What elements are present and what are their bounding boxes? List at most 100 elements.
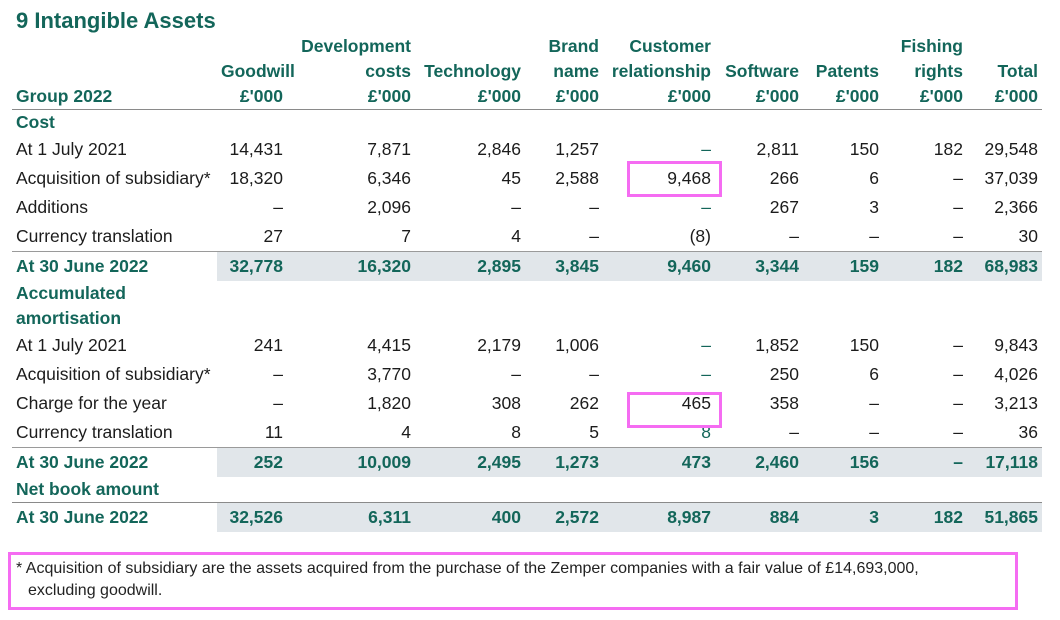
cell: 3,770 xyxy=(367,364,411,384)
table-row: At 1 July 2021 14,431 7,871 2,846 1,257 … xyxy=(12,135,1042,164)
cell: 4 xyxy=(415,222,525,252)
col-header: Fishing rights £'000 xyxy=(900,36,963,106)
cell: 241 xyxy=(253,335,283,355)
section-amortisation: Accumulated amortisation xyxy=(12,281,1042,331)
cell: 150 xyxy=(849,139,879,159)
section-label: Accumulated amortisation xyxy=(16,283,126,328)
cell: 7 xyxy=(287,222,415,252)
row-label: Charge for the year xyxy=(16,393,167,413)
total-row-cost: At 30 June 2022 32,778 16,320 2,895 3,84… xyxy=(12,251,1042,281)
cell: – xyxy=(701,335,711,355)
cell: 7,871 xyxy=(367,139,411,159)
cell: – xyxy=(953,393,963,413)
cell: 4,026 xyxy=(994,364,1038,384)
cell: 8 xyxy=(603,418,715,448)
cell: 6,346 xyxy=(367,168,411,188)
cell: 6 xyxy=(869,364,879,384)
cell: 51,865 xyxy=(967,502,1042,532)
cell: 156 xyxy=(803,447,883,477)
cell: 3 xyxy=(803,502,883,532)
cell: 9,843 xyxy=(994,335,1038,355)
cell: – xyxy=(701,197,711,217)
cell: – xyxy=(803,222,883,252)
cell: 2,096 xyxy=(367,197,411,217)
cell: – xyxy=(883,418,967,448)
cell: – xyxy=(803,418,883,448)
cell: 473 xyxy=(603,447,715,477)
cell: 182 xyxy=(933,139,963,159)
cell: 1,852 xyxy=(755,335,799,355)
col-header: Goodwill £'000 xyxy=(221,61,295,106)
highlighted-cell: 9,468 xyxy=(667,168,711,188)
cell: – xyxy=(511,364,521,384)
cell: – xyxy=(511,197,521,217)
cell: – xyxy=(589,364,599,384)
cell: – xyxy=(701,364,711,384)
cell: 2,588 xyxy=(555,168,599,188)
cell: (8) xyxy=(603,222,715,252)
cell: 2,846 xyxy=(477,139,521,159)
footnote: * Acquisition of subsidiary are the asse… xyxy=(16,558,1006,602)
cell: 308 xyxy=(491,393,521,413)
cell: 150 xyxy=(849,335,879,355)
cell: 5 xyxy=(525,418,603,448)
section-label: Cost xyxy=(16,112,55,132)
cell: 2,495 xyxy=(415,447,525,477)
table-row: At 1 July 2021 241 4,415 2,179 1,006 – 1… xyxy=(12,331,1042,360)
table-row: Acquisition of subsidiary* – 3,770 – – –… xyxy=(12,360,1042,389)
col-header: Brand name £'000 xyxy=(548,36,599,106)
highlight-box-customer-charge xyxy=(627,392,722,428)
intangible-assets-table: Group 2022 Goodwill £'000 Development cost… xyxy=(12,34,1042,532)
col-header: Software £'000 xyxy=(725,61,799,106)
cell: 32,778 xyxy=(217,251,287,281)
table-row: Charge for the year – 1,820 308 262 465 … xyxy=(12,389,1042,418)
cell: 262 xyxy=(569,393,599,413)
cell: – xyxy=(953,364,963,384)
cell: 18,320 xyxy=(229,168,283,188)
section-cost: Cost xyxy=(12,110,1042,136)
highlight-box-footnote xyxy=(8,552,1018,610)
col-header: Development costs £'000 xyxy=(301,36,411,106)
cell: 10,009 xyxy=(287,447,415,477)
cell: 2,895 xyxy=(415,251,525,281)
cell: – xyxy=(953,168,963,188)
cell: 267 xyxy=(769,197,799,217)
row-label: At 30 June 2022 xyxy=(12,447,217,477)
cell: 250 xyxy=(769,364,799,384)
cell: – xyxy=(883,447,967,477)
cell: 6 xyxy=(869,168,879,188)
cell: 159 xyxy=(803,251,883,281)
cell: – xyxy=(715,418,803,448)
col-header: Customer relationship £'000 xyxy=(611,36,711,106)
cell: – xyxy=(715,222,803,252)
row-label: Currency translation xyxy=(12,418,217,448)
cell: 45 xyxy=(501,168,521,188)
cell: – xyxy=(953,335,963,355)
cell: 6,311 xyxy=(287,502,415,532)
cell: 11 xyxy=(217,418,287,448)
table-row: Currency translation 11 4 8 5 8 – – – 36 xyxy=(12,418,1042,448)
row-label: At 1 July 2021 xyxy=(16,139,127,159)
cell: 32,526 xyxy=(217,502,287,532)
table-row: Additions – 2,096 – – – 267 3 – 2,366 xyxy=(12,193,1042,222)
cell: 358 xyxy=(769,393,799,413)
row-label: Acquisition of subsidiary* xyxy=(16,168,211,188)
total-row-amortisation: At 30 June 2022 252 10,009 2,495 1,273 4… xyxy=(12,447,1042,477)
cell: 9,460 xyxy=(603,251,715,281)
cell: 4,415 xyxy=(367,335,411,355)
cell: 17,118 xyxy=(967,447,1042,477)
cell: 1,257 xyxy=(555,139,599,159)
page-title: 9 Intangible Assets xyxy=(16,8,216,33)
highlighted-cell: 465 xyxy=(681,393,711,413)
cell: 1,273 xyxy=(525,447,603,477)
cell: 2,811 xyxy=(756,139,800,159)
cell: 2,460 xyxy=(715,447,803,477)
cell: 182 xyxy=(883,502,967,532)
cell: 182 xyxy=(883,251,967,281)
cell: 36 xyxy=(967,418,1042,448)
cell: – xyxy=(953,197,963,217)
cell: 3,845 xyxy=(525,251,603,281)
cell: 27 xyxy=(217,222,287,252)
table-row: Currency translation 27 7 4 – (8) – – – … xyxy=(12,222,1042,252)
cell: 14,431 xyxy=(229,139,283,159)
